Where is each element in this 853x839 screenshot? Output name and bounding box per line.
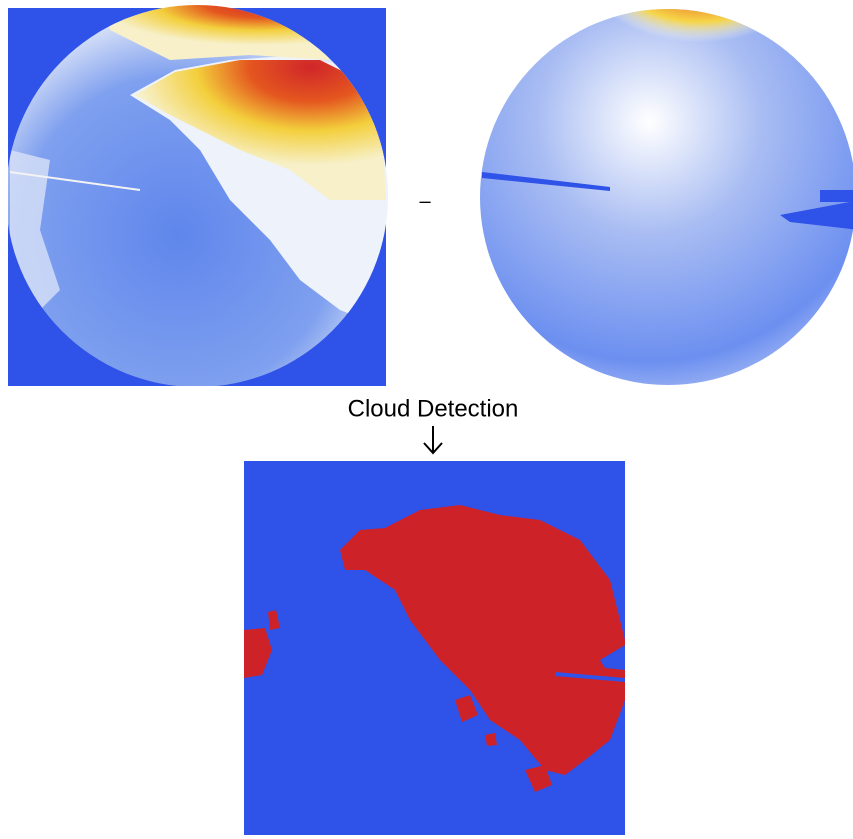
cloud-mask — [244, 461, 625, 835]
step-label: Cloud Detection — [348, 395, 519, 422]
diagram: – Cloud Detection — [0, 0, 853, 839]
operator: – — [419, 190, 431, 212]
page: – Cloud Detection (() => { const data = … — [0, 0, 853, 839]
sky-image — [8, 0, 390, 386]
arrow — [424, 426, 442, 453]
clear-sky-image — [480, 0, 853, 385]
